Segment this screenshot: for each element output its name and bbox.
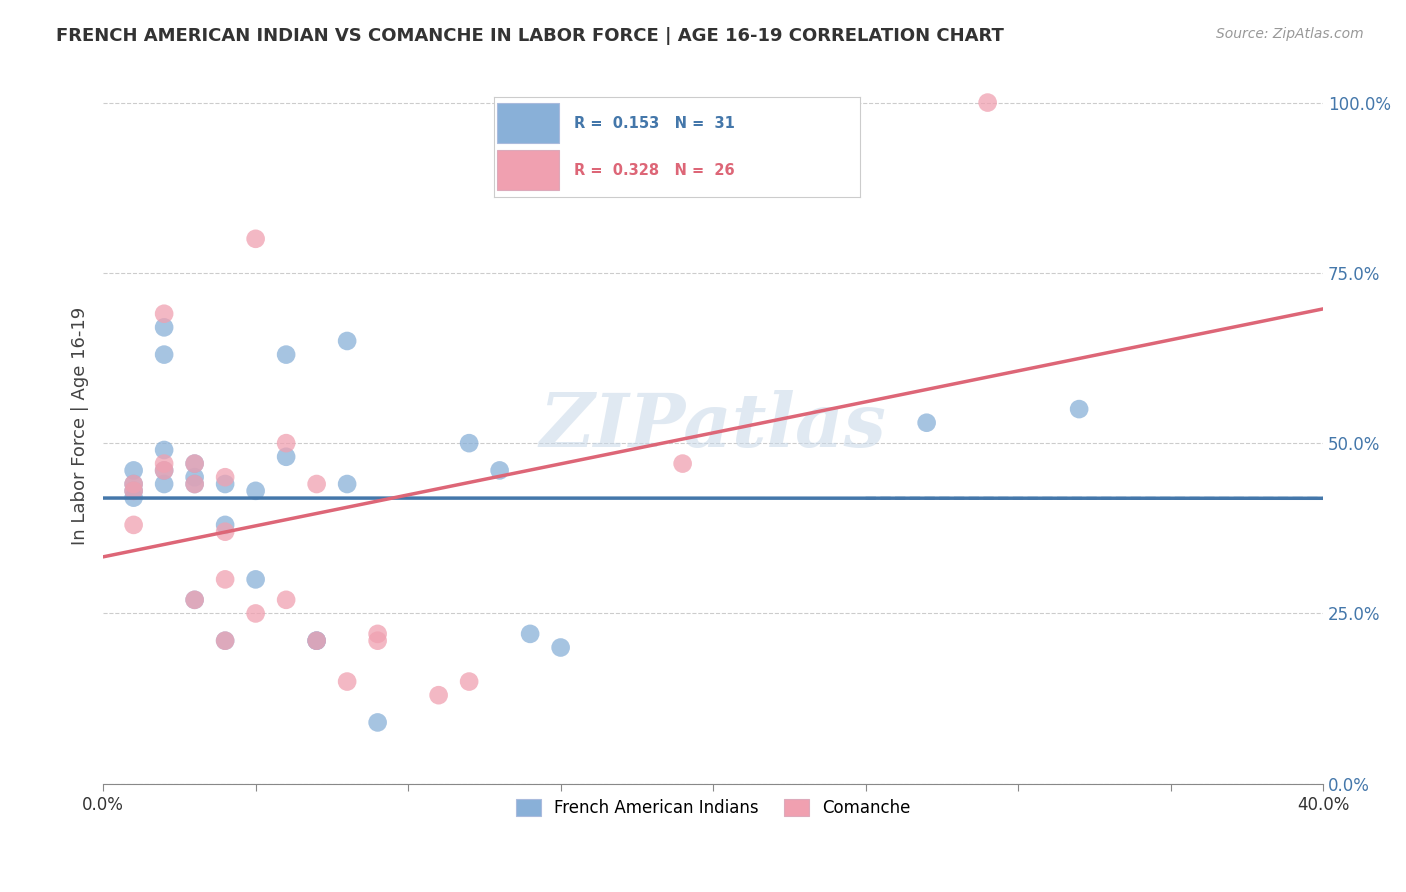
- Point: [305, 633, 328, 648]
- Point: [488, 463, 510, 477]
- Point: [153, 463, 176, 477]
- Point: [245, 607, 267, 621]
- Text: FRENCH AMERICAN INDIAN VS COMANCHE IN LABOR FORCE | AGE 16-19 CORRELATION CHART: FRENCH AMERICAN INDIAN VS COMANCHE IN LA…: [56, 27, 1004, 45]
- Point: [550, 640, 572, 655]
- Point: [153, 442, 176, 457]
- Point: [153, 320, 176, 334]
- Point: [245, 573, 267, 587]
- Point: [245, 483, 267, 498]
- Point: [153, 477, 176, 491]
- Point: [183, 592, 205, 607]
- Point: [183, 477, 205, 491]
- Point: [153, 307, 176, 321]
- Point: [183, 470, 205, 484]
- Point: [214, 477, 236, 491]
- Point: [276, 436, 298, 450]
- Point: [183, 457, 205, 471]
- Point: [122, 483, 145, 498]
- Point: [214, 633, 236, 648]
- Point: [153, 463, 176, 477]
- Point: [214, 517, 236, 532]
- Point: [153, 457, 176, 471]
- Point: [122, 463, 145, 477]
- Point: [122, 517, 145, 532]
- Point: [305, 477, 328, 491]
- Point: [183, 457, 205, 471]
- Point: [122, 483, 145, 498]
- Point: [122, 477, 145, 491]
- Point: [153, 348, 176, 362]
- Point: [183, 592, 205, 607]
- Point: [305, 633, 328, 648]
- Point: [367, 715, 389, 730]
- Point: [214, 470, 236, 484]
- Point: [458, 674, 481, 689]
- Point: [519, 627, 541, 641]
- Point: [672, 457, 695, 471]
- Point: [976, 95, 998, 110]
- Point: [367, 627, 389, 641]
- Legend: French American Indians, Comanche: French American Indians, Comanche: [508, 790, 918, 825]
- Point: [122, 491, 145, 505]
- Point: [336, 477, 359, 491]
- Point: [122, 477, 145, 491]
- Point: [276, 450, 298, 464]
- Point: [305, 633, 328, 648]
- Point: [336, 674, 359, 689]
- Point: [367, 633, 389, 648]
- Point: [427, 688, 450, 702]
- Point: [245, 232, 267, 246]
- Point: [336, 334, 359, 348]
- Point: [276, 592, 298, 607]
- Text: Source: ZipAtlas.com: Source: ZipAtlas.com: [1216, 27, 1364, 41]
- Text: ZIPatlas: ZIPatlas: [540, 390, 887, 462]
- Point: [183, 477, 205, 491]
- Point: [214, 633, 236, 648]
- Point: [214, 524, 236, 539]
- Point: [1069, 402, 1091, 417]
- Point: [276, 348, 298, 362]
- Point: [214, 573, 236, 587]
- Point: [458, 436, 481, 450]
- Y-axis label: In Labor Force | Age 16-19: In Labor Force | Age 16-19: [72, 307, 89, 545]
- Point: [915, 416, 938, 430]
